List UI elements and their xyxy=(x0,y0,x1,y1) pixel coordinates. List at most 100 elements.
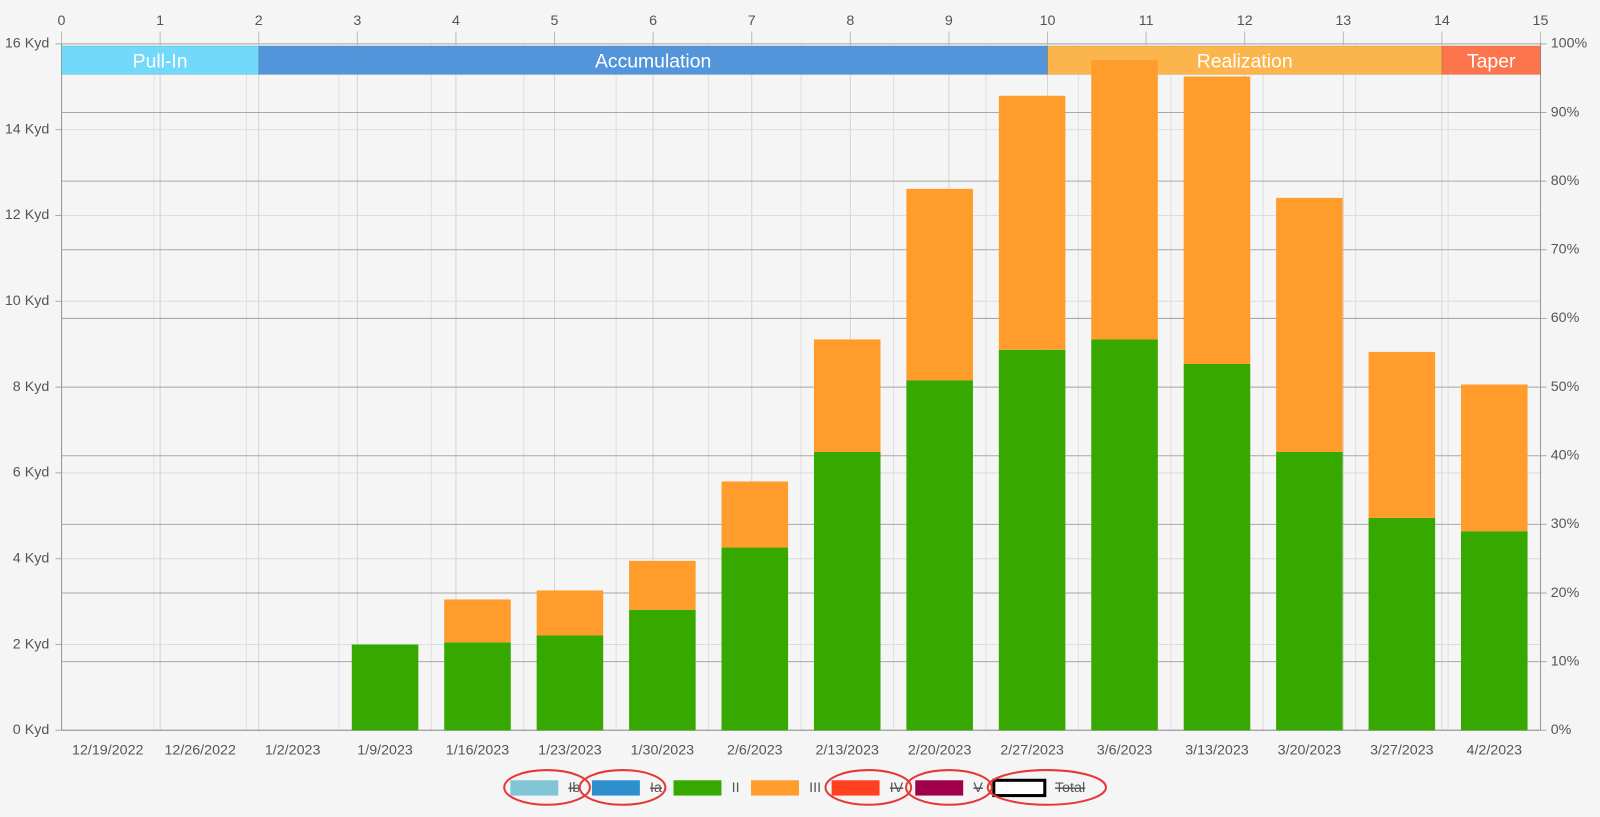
x-category-label: 2/13/2023 xyxy=(816,742,880,758)
x-tick-label: 11 xyxy=(1139,13,1154,29)
bar-segment xyxy=(1276,197,1343,452)
y2-tick-label: 40% xyxy=(1551,447,1580,463)
bar-segment xyxy=(351,644,419,731)
y2-tick-label: 80% xyxy=(1551,173,1580,189)
y2-tick-label: 60% xyxy=(1551,310,1580,326)
legend-label[interactable]: Total xyxy=(1055,780,1085,796)
x-category-label: 1/30/2023 xyxy=(631,742,695,758)
y-tick-label: 2 Kyd xyxy=(13,636,50,652)
y2-tick-label: 50% xyxy=(1551,379,1580,395)
x-tick-label: 5 xyxy=(551,13,559,29)
legend-label[interactable]: IV xyxy=(890,780,904,796)
x-category-label: 2/6/2023 xyxy=(727,742,783,758)
highlight-ellipse xyxy=(578,769,667,806)
x-tick-label: 3 xyxy=(353,13,361,29)
highlight-ellipse xyxy=(905,769,993,806)
bar-segment xyxy=(721,481,789,548)
y2-tick-label: 30% xyxy=(1551,516,1580,532)
bar-segment xyxy=(998,95,1066,350)
x-category-label: 3/27/2023 xyxy=(1370,742,1434,758)
bar-segment xyxy=(629,609,696,731)
phase-label: Pull-In xyxy=(133,50,188,72)
x-category-label: 3/20/2023 xyxy=(1278,742,1342,758)
legend-label[interactable]: III xyxy=(809,780,821,796)
bar-segment xyxy=(536,590,604,636)
phase-label: Realization xyxy=(1197,50,1293,72)
y2-tick-label: 0% xyxy=(1551,722,1572,738)
bar-segment xyxy=(1276,451,1343,731)
bar-segment xyxy=(444,599,511,643)
highlight-ellipse xyxy=(503,769,591,806)
legend-label[interactable]: II xyxy=(732,780,740,796)
legend-highlights xyxy=(503,769,1108,806)
phase-band xyxy=(1441,45,1542,75)
highlight-ellipse xyxy=(986,769,1108,806)
y-tick-label: 14 Kyd xyxy=(5,121,49,137)
x-tick-label: 15 xyxy=(1533,13,1549,29)
bar-segment xyxy=(444,642,511,731)
x-category-label: 1/2/2023 xyxy=(265,742,321,758)
y2-tick-label: 20% xyxy=(1551,585,1580,601)
bar-segment xyxy=(721,547,789,731)
bar-segment xyxy=(629,560,696,610)
x-tick-label: 1 xyxy=(156,13,164,29)
legend-label[interactable]: Ia xyxy=(650,780,662,796)
legend-swatch xyxy=(915,780,964,796)
x-tick-label: 10 xyxy=(1040,13,1056,29)
x-tick-label: 14 xyxy=(1434,13,1450,29)
bar-segment xyxy=(906,380,973,731)
bar-segment xyxy=(1368,517,1436,731)
y-tick-label: 0 Kyd xyxy=(13,722,50,738)
legend-swatch xyxy=(831,780,880,796)
bar-segment xyxy=(1183,76,1251,364)
y-tick-label: 16 Kyd xyxy=(5,36,49,52)
x-tick-label: 13 xyxy=(1335,13,1351,29)
phase-label: Accumulation xyxy=(595,50,711,72)
bar-segment xyxy=(1183,363,1251,731)
bar-segment xyxy=(1461,531,1528,731)
y2-tick-label: 70% xyxy=(1551,242,1580,258)
x-category-label: 3/6/2023 xyxy=(1097,742,1153,758)
bar-segment xyxy=(813,339,881,452)
legend-swatch xyxy=(751,780,799,796)
y2-tick-label: 10% xyxy=(1551,653,1580,669)
x-category-label: 1/23/2023 xyxy=(538,742,602,758)
legend-swatch xyxy=(510,780,559,796)
bar-segment xyxy=(536,635,604,731)
phase-band xyxy=(258,45,1049,75)
x-tick-label: 0 xyxy=(58,13,66,29)
x-tick-label: 7 xyxy=(748,13,756,29)
legend-swatch xyxy=(591,780,640,796)
bar-segment xyxy=(1091,339,1158,731)
x-tick-label: 12 xyxy=(1237,13,1253,29)
legend-label[interactable]: Ib xyxy=(568,780,580,796)
x-tick-label: 4 xyxy=(452,13,460,29)
bar-segment xyxy=(1091,60,1158,340)
y2-tick-label: 90% xyxy=(1551,104,1580,120)
x-category-label: 2/27/2023 xyxy=(1000,742,1064,758)
x-tick-label: 9 xyxy=(945,13,953,29)
bar-segment xyxy=(906,188,973,381)
y-tick-label: 12 Kyd xyxy=(5,207,49,223)
y-tick-label: 10 Kyd xyxy=(5,293,49,309)
x-tick-label: 8 xyxy=(846,13,854,29)
x-category-label: 3/13/2023 xyxy=(1185,742,1249,758)
y-tick-label: 4 Kyd xyxy=(13,550,50,566)
bar-segment xyxy=(1368,351,1436,518)
highlight-ellipse xyxy=(824,769,913,806)
x-category-label: 1/9/2023 xyxy=(357,742,413,758)
legend-swatch xyxy=(673,780,722,796)
y-tick-label: 8 Kyd xyxy=(13,379,50,395)
x-category-label: 4/2/2023 xyxy=(1467,742,1523,758)
x-category-label: 1/16/2023 xyxy=(446,742,510,758)
bar-segment xyxy=(998,349,1066,731)
phase-label: Taper xyxy=(1467,50,1516,72)
x-tick-label: 2 xyxy=(255,13,263,29)
y-tick-label: 6 Kyd xyxy=(13,465,50,481)
x-category-label: 12/19/2022 xyxy=(72,742,143,758)
legend-label[interactable]: V xyxy=(973,780,983,796)
bar-segment xyxy=(813,451,881,731)
y2-tick-label: 100% xyxy=(1551,36,1588,52)
